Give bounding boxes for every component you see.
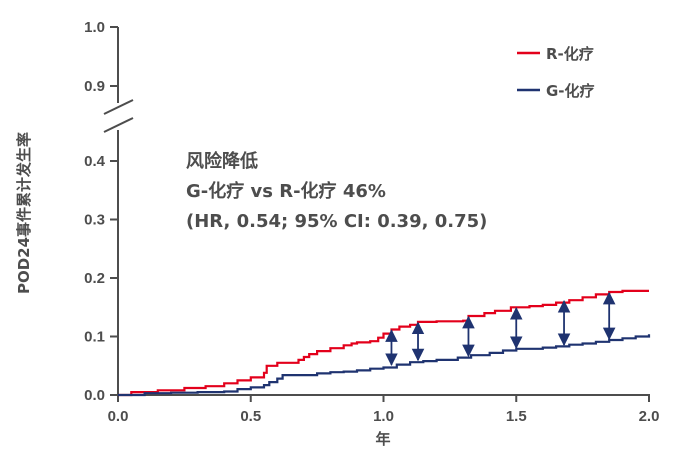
y-tick-label: 1.0 xyxy=(84,19,105,36)
y-tick-label: 0.4 xyxy=(84,153,106,170)
x-tick-label: 0.5 xyxy=(240,408,261,425)
annotation-line-1: 风险降低 xyxy=(186,150,258,172)
risk-reduction-annotation: 风险降低 G-化疗 vs R-化疗 46% (HR, 0.54; 95% CI:… xyxy=(186,150,487,232)
annotation-line-2: G-化疗 vs R-化疗 46% xyxy=(186,180,386,202)
y-tick-label: 0.1 xyxy=(84,329,105,346)
annotation-line-3: (HR, 0.54; 95% CI: 0.39, 0.75) xyxy=(186,211,487,232)
x-tick-label: 1.5 xyxy=(506,408,527,425)
legend-label-r-chemo: R-化疗 xyxy=(546,45,594,63)
difference-arrows xyxy=(385,291,616,367)
tick-labels: 0.0 0.1 0.2 0.3 0.4 0.9 1.0 0.0 0.5 1.0 1.5 2.0 xyxy=(84,19,659,425)
axis-break-mark xyxy=(103,117,134,133)
series-lines xyxy=(118,289,651,397)
y-tick-label: 0.2 xyxy=(84,270,105,287)
x-axis-title: 年 xyxy=(375,430,390,448)
x-tick-label: 1.0 xyxy=(373,408,394,425)
series-line-r-chemo xyxy=(118,289,649,397)
axis-break-mark xyxy=(103,99,134,115)
x-tick-label: 2.0 xyxy=(639,408,660,425)
y-tick-label: 0.9 xyxy=(84,78,105,95)
series-line-g-chemo xyxy=(118,334,651,397)
y-tick-label: 0.3 xyxy=(84,212,105,229)
legend: R-化疗 G-化疗 xyxy=(517,45,595,100)
x-tick-label: 0.0 xyxy=(108,408,129,425)
y-tick-label: 0.0 xyxy=(84,387,105,404)
legend-label-g-chemo: G-化疗 xyxy=(546,82,595,100)
y-axis-title: POD24事件累计发生率 xyxy=(15,132,33,294)
